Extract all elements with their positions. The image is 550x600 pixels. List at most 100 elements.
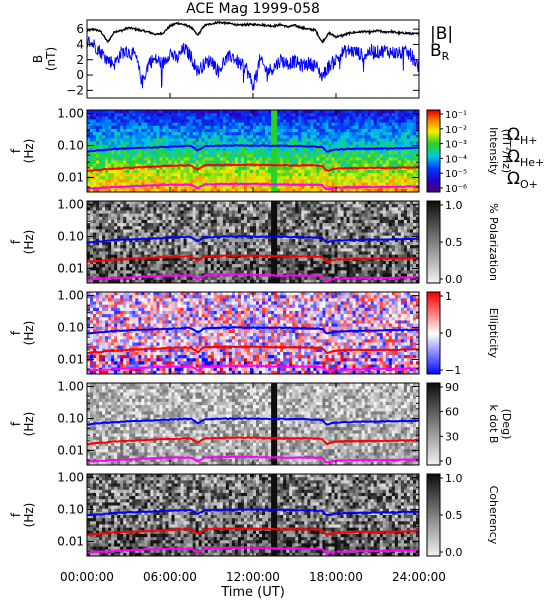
spectrogram-cell <box>268 128 272 133</box>
spectrogram-cell <box>201 245 206 249</box>
spectrogram-cell <box>120 128 124 133</box>
spectrogram-cell <box>225 232 230 237</box>
spectrogram-cell <box>135 204 139 208</box>
spectrogram-cell <box>367 169 372 174</box>
spectrogram-cell <box>156 229 160 233</box>
spectrogram-cell <box>400 132 405 136</box>
spectrogram-cell <box>201 110 206 114</box>
spectrogram-cell <box>337 157 341 161</box>
spectrogram-cell <box>222 147 227 152</box>
spectrogram-cell <box>243 257 248 262</box>
spectrogram-cell <box>292 173 296 177</box>
spectrogram-cell <box>90 160 94 165</box>
spectrogram-cell <box>352 128 357 133</box>
colorbar-segment <box>427 177 440 181</box>
spectrogram-cell <box>93 229 97 233</box>
spectrogram-cell <box>219 169 224 174</box>
spectrogram-cell <box>99 116 103 120</box>
colorbar-tick-label: 10⁻² <box>445 125 467 136</box>
spectrogram-cell <box>382 147 387 152</box>
spectrogram-cell <box>286 173 290 177</box>
spectrogram-cell <box>96 151 100 155</box>
spectrogram-cell <box>277 219 281 224</box>
spectrogram-cell <box>222 135 227 139</box>
spectrogram-cell <box>123 248 127 252</box>
colorbar-segment <box>427 140 440 144</box>
spectrogram-cell <box>204 113 209 117</box>
spectrogram-cell <box>126 204 130 208</box>
spectrogram-cell <box>307 128 311 133</box>
spectrogram-cell <box>222 166 227 171</box>
spectrogram-cell <box>316 110 320 114</box>
spectrogram-cell <box>126 160 130 165</box>
spectrogram-cell <box>340 135 344 139</box>
spectrogram-cell <box>168 229 172 233</box>
spectrogram-cell <box>265 166 269 171</box>
spectrogram-cell <box>123 232 127 237</box>
spectrogram-cell <box>409 113 414 117</box>
spectrogram-cell <box>228 138 233 142</box>
spectrogram-cell <box>219 213 224 218</box>
spectrogram-cell <box>150 110 154 114</box>
spectrogram-cell <box>274 207 278 211</box>
spectrogram-cell <box>180 119 184 124</box>
spectrogram-cell <box>268 110 272 114</box>
spectrogram-cell <box>274 213 278 218</box>
spectrogram-cell <box>283 248 287 252</box>
spectrogram-cell <box>111 242 115 246</box>
spectrogram-cell <box>400 166 405 171</box>
spectrogram-cell <box>120 163 124 168</box>
spectrogram-cell <box>228 242 233 246</box>
spectrogram-cell <box>382 160 387 165</box>
spectrogram-cell <box>240 264 245 268</box>
spectrogram-cell <box>132 242 136 246</box>
spectrogram-cell <box>99 179 103 183</box>
spectrogram-cell <box>385 128 390 133</box>
spectrogram-cell <box>99 173 103 177</box>
spectrogram-cell <box>168 138 172 142</box>
spectrogram-cell <box>286 245 290 249</box>
spectrogram-cell <box>304 242 308 246</box>
spectrogram-cell <box>304 232 308 237</box>
spectrogram-cell <box>105 204 109 208</box>
spectrogram-cell <box>259 245 263 249</box>
spectrogram-cell <box>313 173 317 177</box>
spectrogram-cell <box>87 132 91 136</box>
spectrogram-cell <box>216 270 221 274</box>
spectrogram-cell <box>382 188 387 193</box>
spectrogram-cell <box>307 226 311 230</box>
spectrogram-cell <box>156 179 160 183</box>
spectrogram-cell <box>99 110 103 114</box>
spectrogram-cell <box>361 135 366 139</box>
spectrogram-cell <box>280 223 284 227</box>
spectrogram-cell <box>249 179 254 183</box>
spectrogram-cell <box>349 179 353 183</box>
spectrogram-cell <box>105 119 109 124</box>
spectrogram-cell <box>93 264 97 268</box>
spectrogram-cell <box>195 188 200 193</box>
spectrogram-cell <box>310 147 314 152</box>
spectrogram-cell <box>168 169 172 174</box>
spectrogram-cell <box>174 204 178 208</box>
spectrogram-cell <box>210 141 215 146</box>
spectrogram-cell <box>141 176 145 180</box>
spectrogram-cell <box>114 210 118 215</box>
spectrogram-cell <box>346 128 350 133</box>
spectrogram-cell <box>234 267 239 271</box>
spectrogram-cell <box>219 119 224 124</box>
spectrogram-cell <box>210 116 215 120</box>
spectrogram-cell <box>144 210 148 215</box>
spectrogram-cell <box>183 264 187 268</box>
spectrogram-cell <box>156 210 160 215</box>
spectrogram-cell <box>138 110 142 114</box>
spectrogram-cell <box>219 141 224 146</box>
spectrogram-cell <box>201 226 206 230</box>
spectrogram-cell <box>198 235 203 240</box>
spectrogram-cell <box>337 138 341 142</box>
spectrogram-cell <box>90 257 94 262</box>
spectrogram-cell <box>234 260 239 265</box>
spectrogram-cell <box>246 226 251 230</box>
spectrogram-cell <box>216 226 221 230</box>
spectrogram-cell <box>162 229 166 233</box>
spectrogram-cell <box>228 173 233 177</box>
